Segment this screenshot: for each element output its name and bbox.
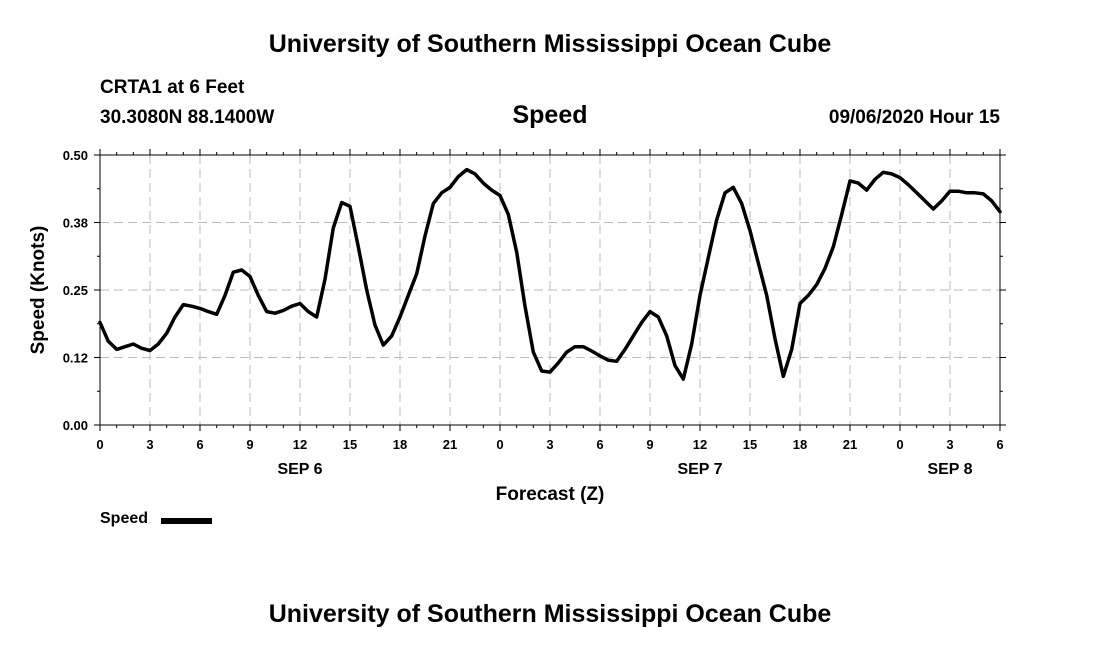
x-tick-label: 3 — [946, 437, 953, 452]
x-tick-label: 15 — [343, 437, 357, 452]
x-tick-label: 15 — [743, 437, 757, 452]
y-tick-label: 0.50 — [63, 148, 88, 163]
day-label: SEP 7 — [677, 461, 722, 478]
x-tick-label: 0 — [896, 437, 903, 452]
x-tick-label: 6 — [196, 437, 203, 452]
x-tick-label: 9 — [246, 437, 253, 452]
x-tick-label: 18 — [393, 437, 407, 452]
y-tick-label: 0.25 — [63, 283, 88, 298]
day-label: SEP 8 — [927, 461, 972, 478]
x-axis-label: Forecast (Z) — [496, 484, 605, 505]
day-label: SEP 6 — [277, 461, 322, 478]
x-tick-label: 6 — [996, 437, 1003, 452]
y-axis-label: Speed (Knots) — [28, 226, 49, 355]
x-tick-label: 9 — [646, 437, 653, 452]
x-tick-label: 12 — [693, 437, 707, 452]
x-tick-label: 6 — [596, 437, 603, 452]
chart-title: Speed — [512, 101, 588, 129]
x-tick-label: 18 — [793, 437, 807, 452]
x-tick-label: 21 — [443, 437, 457, 452]
legend-swatch — [161, 518, 212, 524]
page-title: University of Southern Mississippi Ocean… — [268, 30, 832, 58]
x-tick-label: 3 — [546, 437, 553, 452]
forecast-datetime: 09/06/2020 Hour 15 — [828, 107, 1000, 128]
speed-series-line — [98, 167, 1002, 381]
y-tick-label: 0.00 — [63, 418, 88, 433]
station-name: CRTA1 at 6 Feet — [100, 77, 245, 98]
x-tick-label: 3 — [146, 437, 153, 452]
legend-label: Speed — [100, 510, 149, 527]
y-tick-label: 0.38 — [63, 216, 88, 231]
x-tick-label: 12 — [293, 437, 307, 452]
x-tick-label: 21 — [843, 437, 857, 452]
y-tick-label: 0.12 — [63, 351, 88, 366]
station-coordinates: 30.3080N 88.1400W — [100, 107, 275, 128]
footer-title: University of Southern Mississippi Ocean… — [268, 600, 832, 628]
x-tick-label: 0 — [496, 437, 503, 452]
x-tick-label: 0 — [96, 437, 103, 452]
